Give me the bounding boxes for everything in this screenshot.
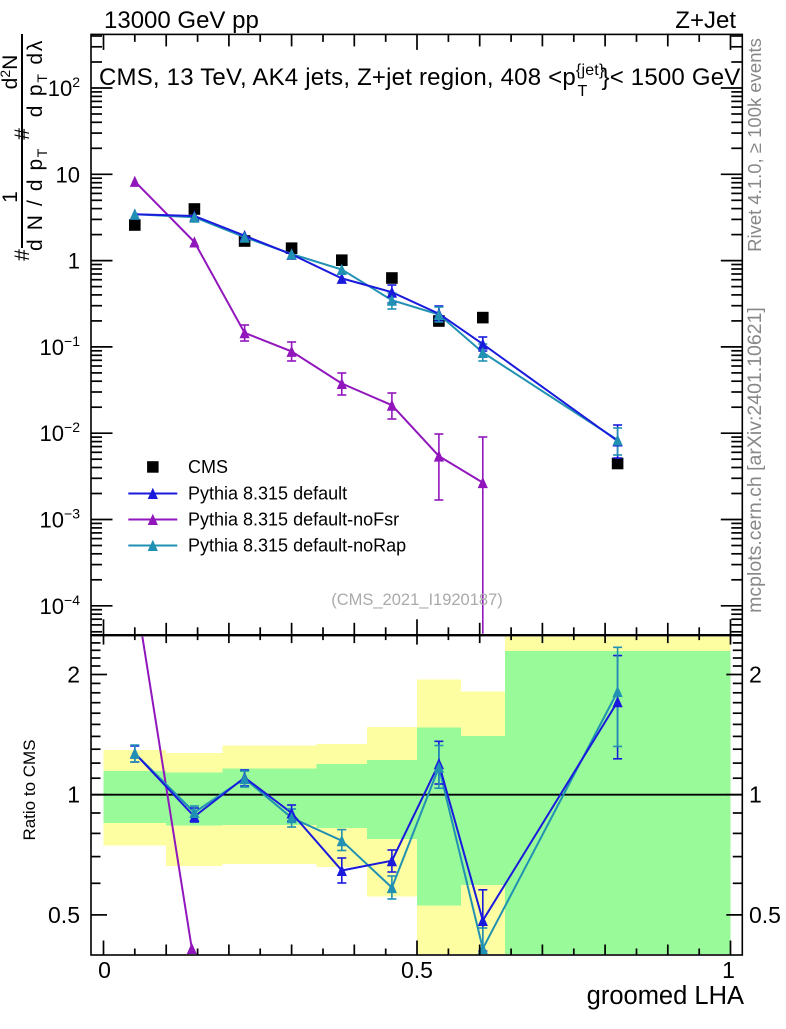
svg-text:d2N: d2N [0,55,22,90]
svg-text:2: 2 [749,662,762,688]
svg-text:CMS: CMS [188,457,228,477]
svg-text:1: 1 [67,782,80,808]
svg-text:mcplots.cern.ch [arXiv:2401.10: mcplots.cern.ch [arXiv:2401.10621] [744,307,766,613]
svg-text:102: 102 [48,74,80,101]
svg-text:1: 1 [68,249,80,274]
svg-text:10−3: 10−3 [40,506,81,533]
svg-text:1: 1 [0,191,22,203]
svg-text:Z+Jet: Z+Jet [675,7,736,34]
svg-text:#: # [11,128,34,140]
svg-text:Pythia 8.315 default-noFsr: Pythia 8.315 default-noFsr [188,510,399,530]
svg-text:10−2: 10−2 [40,419,81,446]
svg-text:0.5: 0.5 [749,902,781,928]
svg-text:10−4: 10−4 [40,592,81,619]
svg-text:0.5: 0.5 [401,957,433,983]
svg-text:2: 2 [67,662,80,688]
svg-text:d N / d pT: d N / d pT [24,147,50,251]
svg-text:Rivet 4.1.0, ≥ 100k events: Rivet 4.1.0, ≥ 100k events [744,38,765,252]
svg-text:Ratio to CMS: Ratio to CMS [20,739,39,840]
svg-text:(CMS_2021_I1920187): (CMS_2021_I1920187) [331,591,503,609]
svg-text:1: 1 [749,782,762,808]
svg-text:10: 10 [56,162,80,187]
svg-text:13000 GeV pp: 13000 GeV pp [104,7,259,34]
svg-text:#: # [11,249,34,261]
svg-text:1: 1 [722,957,735,983]
svg-text:groomed LHA: groomed LHA [587,982,744,1010]
svg-text:0.5: 0.5 [48,902,80,928]
svg-text:Pythia 8.315 default: Pythia 8.315 default [188,484,347,504]
svg-text:Pythia 8.315 default-noRap: Pythia 8.315 default-noRap [188,536,406,556]
svg-text:0: 0 [98,957,111,983]
svg-text:10−1: 10−1 [40,333,81,360]
